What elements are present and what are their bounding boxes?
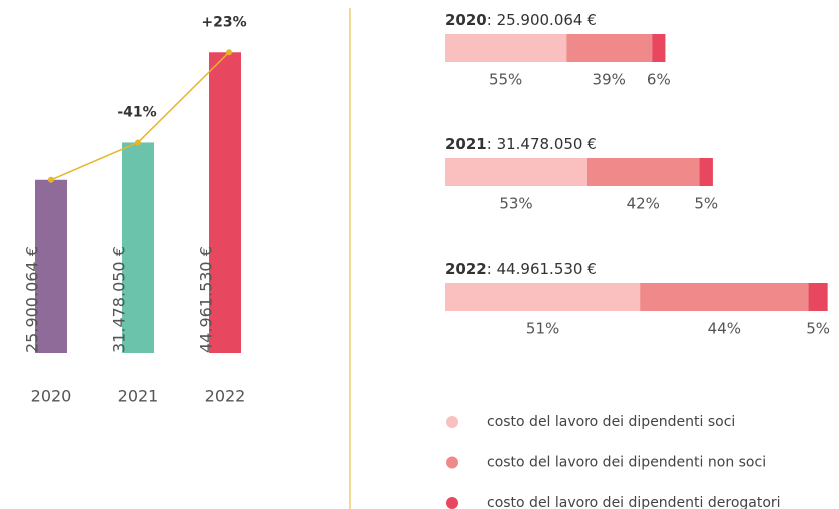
value-label: 25.900.064 € xyxy=(23,246,42,353)
segment-label: 5% xyxy=(694,195,718,213)
row-total: : 31.478.050 € xyxy=(487,135,597,153)
legend-marker xyxy=(446,456,458,469)
trend-point xyxy=(226,49,232,56)
legend-marker xyxy=(446,497,458,509)
legend-marker xyxy=(446,416,458,428)
bar-segment xyxy=(566,34,653,62)
row-heading: 2022: 44.961.530 € xyxy=(445,260,597,278)
value-label: 31.478.050 € xyxy=(110,246,129,353)
row-year: 2021 xyxy=(445,135,487,153)
legend-label: costo del lavoro dei dipendenti derogato… xyxy=(487,495,781,509)
row-heading: 2021: 31.478.050 € xyxy=(445,135,597,153)
segment-label: 55% xyxy=(489,71,522,89)
value-label: 44.961.530 € xyxy=(197,246,216,353)
bar xyxy=(122,142,154,353)
trend-point xyxy=(135,139,141,146)
bar-segment xyxy=(445,283,641,311)
category-label: 2022 xyxy=(205,387,246,406)
bar-segment xyxy=(445,34,567,62)
category-label: 2020 xyxy=(31,387,72,406)
bar-segment xyxy=(445,158,587,186)
bar-segment xyxy=(699,158,713,186)
segment-label: 51% xyxy=(526,320,559,338)
bar-segment xyxy=(640,283,809,311)
bar xyxy=(35,179,67,353)
segment-label: 53% xyxy=(499,195,532,213)
row-year: 2020 xyxy=(445,11,487,29)
annotation: -41% xyxy=(117,104,156,120)
annotation: +23% xyxy=(201,14,246,30)
bar xyxy=(209,52,241,353)
category-label: 2021 xyxy=(118,387,159,406)
segment-label: 39% xyxy=(593,71,626,89)
legend-label: costo del lavoro dei dipendenti soci xyxy=(487,414,735,430)
legend-label: costo del lavoro dei dipendenti non soci xyxy=(487,455,766,471)
segment-label: 6% xyxy=(647,71,671,89)
row-total: : 25.900.064 € xyxy=(487,11,597,29)
row-heading: 2020: 25.900.064 € xyxy=(445,11,597,29)
bar-segment xyxy=(808,283,828,311)
segment-label: 5% xyxy=(806,320,830,338)
bar-segment xyxy=(652,34,666,62)
bar-segment xyxy=(586,158,700,186)
trend-point xyxy=(48,176,54,183)
row-year: 2022 xyxy=(445,260,487,278)
segment-label: 42% xyxy=(627,195,660,213)
segment-label: 44% xyxy=(708,320,741,338)
row-total: : 44.961.530 € xyxy=(487,260,597,278)
